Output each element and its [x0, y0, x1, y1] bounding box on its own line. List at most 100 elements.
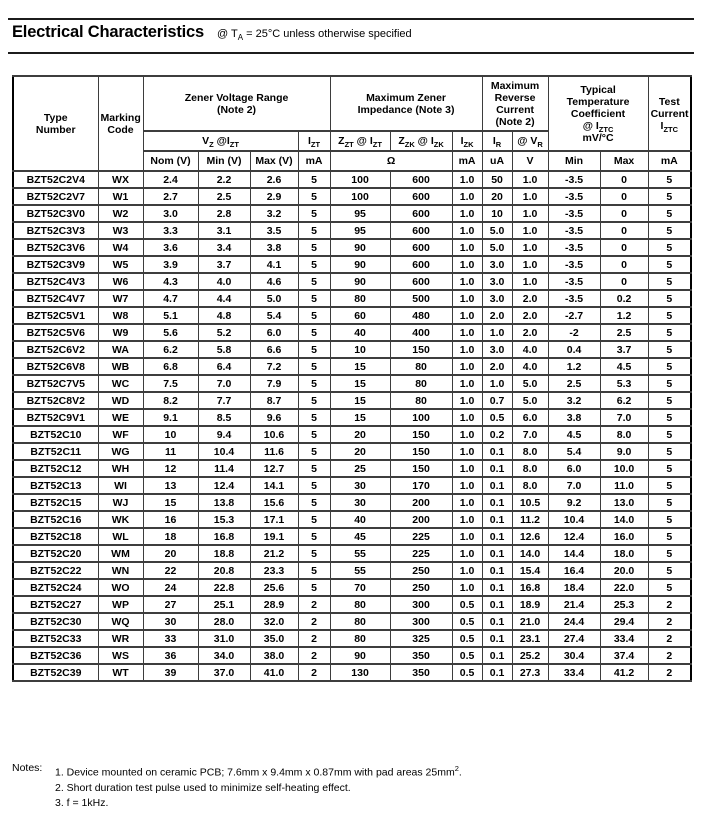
table-cell: 1.0 [451, 510, 483, 529]
table-cell: 2.0 [511, 323, 549, 342]
table-cell: 130 [329, 663, 391, 682]
table-cell: 350 [389, 646, 453, 665]
table-row: BZT52C4V3 W6 4.3 4.0 4.6 5 90 600 1.0 3.0 1.0 -3.5 0… [12, 272, 692, 291]
table-cell: 225 [389, 527, 453, 546]
table-row: BZT52C22 WN 22 20.8 23.3 5 55 250 1.0 0.1 15.4 16.4… [12, 561, 692, 580]
table-cell: 15 [329, 357, 391, 376]
type-number-cell: BZT52C6V2 [12, 340, 99, 359]
table-cell: 5.0 [249, 289, 299, 308]
table-cell: 21.2 [249, 544, 299, 563]
col-header-izt-unit: mA [297, 150, 331, 172]
table-cell: 6.0 [249, 323, 299, 342]
table-cell: 150 [389, 442, 453, 461]
type-number-cell: BZT52C3V0 [12, 204, 99, 223]
table-cell: 3.0 [481, 340, 513, 359]
table-cell: 40 [329, 323, 391, 342]
table-cell: 300 [389, 595, 453, 614]
table-cell: 0.1 [481, 629, 513, 648]
table-cell: 5 [297, 544, 331, 563]
table-row: BZT52C8V2 WD 8.2 7.7 8.7 5 15 80 1.0 0.7 5.0 3.2 6.2… [12, 391, 692, 410]
table-cell: 7.5 [142, 374, 199, 393]
table-cell: 20 [142, 544, 199, 563]
table-cell: 500 [389, 289, 453, 308]
table-cell: 0 [599, 204, 649, 223]
table-cell: 4.7 [142, 289, 199, 308]
table-cell: 10.4 [547, 510, 601, 529]
col-header-izk-unit: mA [451, 150, 483, 172]
table-cell: -3.5 [547, 238, 601, 257]
col-header-max-v: Max (V) [249, 150, 299, 172]
col-header-vr-unit: V [511, 150, 549, 172]
table-cell: 10 [481, 204, 513, 223]
type-number-cell: BZT52C20 [12, 544, 99, 563]
table-cell: 21.4 [547, 595, 601, 614]
header-sub-row: VZ @IZT IZT ZZT @ IZT ZZK @ IZK IZK IR @… [13, 130, 691, 152]
table-row: BZT52C3V0 W2 3.0 2.8 3.2 5 95 600 1.0 10 1.0 -3.5 0 5 [12, 204, 692, 223]
table-cell: 1.0 [451, 187, 483, 206]
table-cell: 0.5 [481, 408, 513, 427]
table-row: BZT52C27 WP 27 25.1 28.9 2 80 300 0.5 0.1 18.9 21.4… [12, 595, 692, 614]
table-cell: 1.0 [451, 527, 483, 546]
col-header-zzk-at-izk: ZZK @ IZK [389, 130, 453, 152]
table-cell: 0 [599, 221, 649, 240]
table-cell: 3.1 [197, 221, 251, 240]
table-cell: 3.8 [547, 408, 601, 427]
table-cell: 5.0 [511, 391, 549, 410]
table-cell: 600 [389, 187, 453, 206]
table-cell: 15 [142, 493, 199, 512]
table-cell: 1.0 [451, 340, 483, 359]
table-cell: 5 [297, 255, 331, 274]
table-row: BZT52C2V4 WX 2.4 2.2 2.6 5 100 600 1.0 50 1.0 -3.5 0… [12, 170, 692, 189]
table-cell: 3.7 [197, 255, 251, 274]
table-cell: 5.4 [249, 306, 299, 325]
table-cell: 11.0 [599, 476, 649, 495]
table-cell: 2 [297, 595, 331, 614]
table-row: BZT52C5V1 W8 5.1 4.8 5.4 5 60 480 1.0 2.0 2.0 -2.7 1… [12, 306, 692, 325]
table-cell: 7.2 [249, 357, 299, 376]
type-number-cell: BZT52C4V7 [12, 289, 99, 308]
col-header-test-unit: mA [647, 150, 692, 172]
table-cell: 0.1 [481, 459, 513, 478]
col-header-max-zener-impedance: Maximum Zener Impedance (Note 3) [329, 75, 483, 132]
table-cell: 36 [142, 646, 199, 665]
title-underline-rule [8, 52, 694, 54]
table-cell: 3.0 [481, 272, 513, 291]
table-cell: 20.8 [197, 561, 251, 580]
table-cell: 24.4 [547, 612, 601, 631]
table-cell: 2 [297, 629, 331, 648]
table-cell: 1.0 [511, 170, 549, 189]
table-cell: 1.0 [481, 374, 513, 393]
table-cell: WE [97, 408, 144, 427]
table-cell: 5 [297, 357, 331, 376]
table-cell: 0 [599, 272, 649, 291]
table-cell: 1.2 [547, 357, 601, 376]
table-cell: 16.8 [197, 527, 251, 546]
table-cell: W9 [97, 323, 144, 342]
table-cell: 250 [389, 578, 453, 597]
table-cell: 3.5 [249, 221, 299, 240]
table-cell: 1.0 [451, 323, 483, 342]
table-cell: 3.0 [481, 289, 513, 308]
type-number-cell: BZT52C36 [12, 646, 99, 665]
table-row: BZT52C10 WF 10 9.4 10.6 5 20 150 1.0 0.2 7.0 4.5 8.0… [12, 425, 692, 444]
table-cell: 5 [647, 493, 692, 512]
table-cell: 22.8 [197, 578, 251, 597]
type-number-cell: BZT52C3V3 [12, 221, 99, 240]
table-cell: 9.2 [547, 493, 601, 512]
table-cell: 1.0 [451, 578, 483, 597]
table-row: BZT52C12 WH 12 11.4 12.7 5 25 150 1.0 0.1 8.0 6.0 10… [12, 459, 692, 478]
table-cell: 37.4 [599, 646, 649, 665]
table-cell: 1.0 [451, 221, 483, 240]
table-cell: 4.0 [197, 272, 251, 291]
table-row: BZT52C3V3 W3 3.3 3.1 3.5 5 95 600 1.0 5.0 1.0 -3.5 0… [12, 221, 692, 240]
table-cell: 5 [297, 442, 331, 461]
type-number-cell: BZT52C27 [12, 595, 99, 614]
table-cell: 3.9 [142, 255, 199, 274]
table-cell: 2 [647, 663, 692, 682]
table-cell: 5 [297, 425, 331, 444]
table-row: BZT52C20 WM 20 18.8 21.2 5 55 225 1.0 0.1 14.0 14.4… [12, 544, 692, 563]
table-cell: 6.8 [142, 357, 199, 376]
table-row: BZT52C9V1 WE 9.1 8.5 9.6 5 15 100 1.0 0.5 6.0 3.8 7.… [12, 408, 692, 427]
col-header-ir: IR [481, 130, 513, 152]
header-group-row: Type Number Marking Code Zener Voltage Ran… [12, 75, 692, 172]
